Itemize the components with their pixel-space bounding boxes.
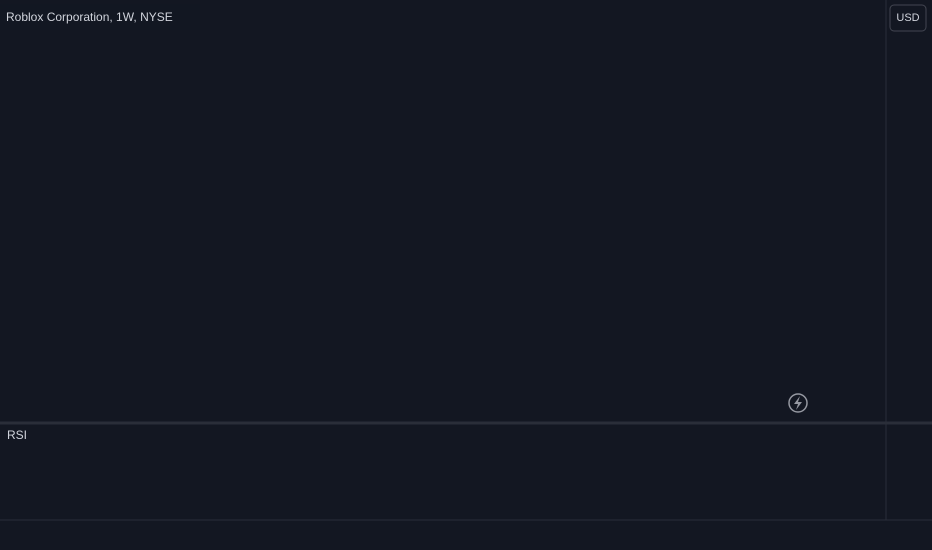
chart-title: Roblox Corporation, 1W, NYSE [6,10,173,24]
event-icon[interactable] [788,393,808,413]
currency-button[interactable] [889,4,927,32]
currency: USD [896,12,919,24]
rsi-title: RSI [7,428,27,442]
event-icon-bolt [794,396,802,410]
title-backdrop [0,4,200,30]
